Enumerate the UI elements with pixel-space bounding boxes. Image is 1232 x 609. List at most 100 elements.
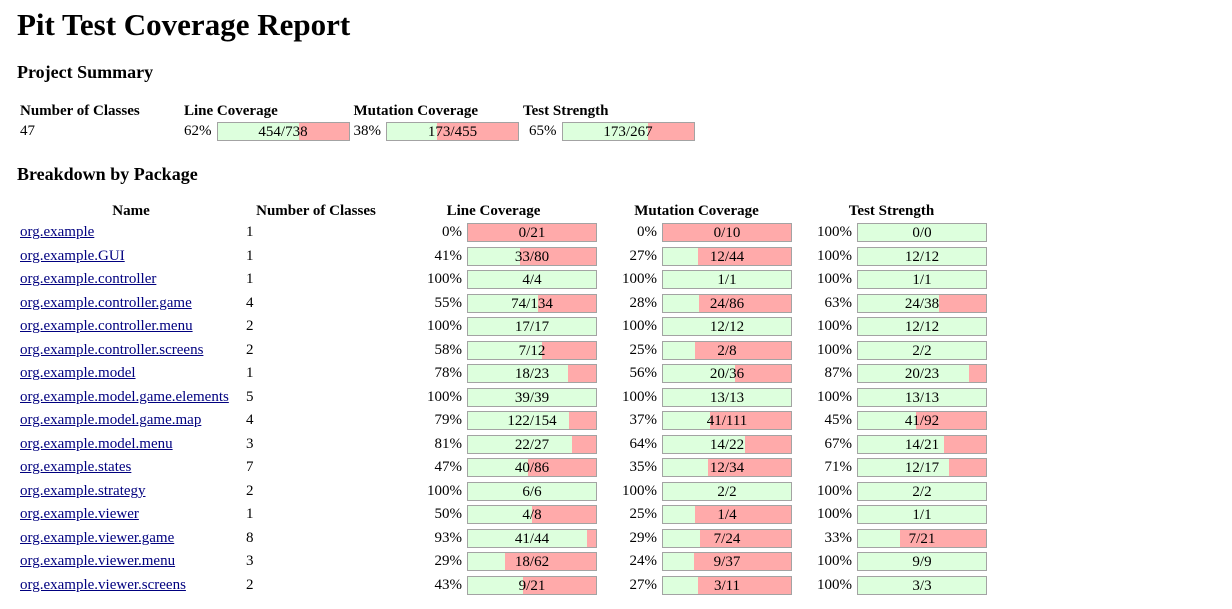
package-link[interactable]: org.example.viewer.menu: [20, 553, 176, 570]
package-classes-count: 7: [246, 459, 254, 476]
package-test-strength-ratio: 9/9: [912, 554, 932, 571]
package-mutation-coverage-bar-fill: [663, 529, 701, 547]
package-mutation-coverage-ratio: 12/12: [709, 319, 745, 336]
summary-line-ratio: 454/738: [258, 124, 308, 140]
package-test-strength-ratio: 2/2: [912, 342, 932, 359]
package-mutation-coverage-ratio: 1/1: [717, 272, 737, 289]
package-test-strength-bar-fill: [858, 506, 986, 524]
package-line-coverage-bar-cell: 39/39: [465, 386, 599, 410]
package-test-strength-percentage: 100%: [817, 506, 852, 523]
package-name-cell: org.example.GUI: [18, 245, 244, 269]
package-test-strength-ratio: 12/12: [904, 319, 940, 336]
package-test-strength-ratio: 13/13: [904, 389, 940, 406]
package-mutation-coverage-bar-cell: 3/11: [660, 574, 794, 598]
package-line-coverage-bar-cell: 6/6: [465, 480, 599, 504]
package-test-strength-ratio: 1/1: [912, 507, 932, 524]
package-mutation-coverage-bar: 7/24: [662, 528, 792, 548]
breakdown-header-test-strength: Test Strength: [848, 203, 935, 219]
summary-line-bar: 454/738: [216, 122, 350, 141]
package-mutation-coverage-ratio: 0/10: [713, 225, 741, 242]
package-test-strength-percentage: 100%: [817, 388, 852, 405]
package-mutation-coverage-bar-cell: 12/34: [660, 456, 794, 480]
summary-header-test-strength: Test Strength: [523, 103, 609, 119]
package-link[interactable]: org.example.GUI: [20, 247, 125, 264]
package-test-strength-bar-cell: 9/9: [855, 550, 989, 574]
package-row: org.example.model.menu 3 81% 22/27 64% 14/22 6…: [18, 433, 989, 457]
package-mutation-coverage-bar-fill: [663, 412, 711, 430]
package-line-coverage-bar: 4/8: [467, 505, 597, 525]
package-line-coverage-bar-fill: [468, 529, 588, 547]
package-mutation-coverage-bar-cell: 1/1: [660, 268, 794, 292]
package-row: org.example.controller.game 4 55% 74/134 28%…: [18, 292, 989, 316]
package-link[interactable]: org.example.model: [20, 365, 136, 382]
package-test-strength-bar-fill: [858, 482, 986, 500]
package-line-coverage-bar: 7/12: [467, 340, 597, 360]
package-line-coverage-percentage: 100%: [427, 388, 462, 405]
package-name-cell: org.example.viewer.game: [18, 527, 244, 551]
package-link[interactable]: org.example.controller.game: [20, 294, 192, 311]
package-line-coverage-bar-cell: 9/21: [465, 574, 599, 598]
package-link[interactable]: org.example.strategy: [20, 482, 146, 499]
package-mutation-coverage-bar-cell: 1/4: [660, 503, 794, 527]
package-link[interactable]: org.example.controller.menu: [20, 318, 193, 335]
package-test-strength-bar-cell: 0/0: [855, 221, 989, 245]
package-test-strength-bar-cell: 1/1: [855, 503, 989, 527]
package-link[interactable]: org.example.model.game.elements: [20, 388, 229, 405]
package-link[interactable]: org.example.controller: [20, 271, 157, 288]
breakdown-header-name: Name: [112, 203, 150, 219]
package-classes-count: 4: [246, 294, 254, 311]
package-line-coverage-ratio: 7/12: [518, 342, 546, 359]
package-test-strength-bar-fill: [858, 271, 986, 289]
package-line-coverage-bar: 9/21: [467, 575, 597, 595]
package-link[interactable]: org.example.viewer.game: [20, 529, 175, 546]
package-line-coverage-ratio: 0/21: [518, 225, 546, 242]
package-test-strength-bar: 12/12: [857, 246, 987, 266]
package-mutation-coverage-bar-cell: 41/111: [660, 409, 794, 433]
package-line-coverage-bar-fill: [468, 459, 529, 477]
package-test-strength-bar: 2/2: [857, 340, 987, 360]
package-link[interactable]: org.example.controller.screens: [20, 341, 204, 358]
package-mutation-coverage-percentage: 27%: [629, 247, 658, 264]
package-line-coverage-bar-cell: 18/23: [465, 362, 599, 386]
package-test-strength-bar-fill: [858, 341, 986, 359]
package-line-coverage-bar-cell: 17/17: [465, 315, 599, 339]
package-link[interactable]: org.example.model.menu: [20, 435, 173, 452]
package-mutation-coverage-bar-cell: 9/37: [660, 550, 794, 574]
package-mutation-coverage-percentage: 0%: [637, 224, 657, 241]
package-link[interactable]: org.example.viewer.screens: [20, 576, 186, 593]
package-test-strength-percentage: 87%: [824, 365, 853, 382]
package-line-coverage-bar: 0/21: [467, 223, 597, 243]
package-mutation-coverage-percentage: 100%: [622, 318, 657, 335]
package-test-strength-bar-fill: [858, 529, 901, 547]
package-mutation-coverage-bar-fill: [663, 388, 791, 406]
package-mutation-coverage-bar-cell: 20/36: [660, 362, 794, 386]
package-row: org.example.viewer.menu 3 29% 18/62 24% 9/37 1…: [18, 550, 989, 574]
package-test-strength-percentage: 100%: [817, 224, 852, 241]
package-link[interactable]: org.example.viewer: [20, 506, 139, 523]
package-mutation-coverage-ratio: 14/22: [709, 436, 745, 453]
package-link[interactable]: org.example.model.game.map: [20, 412, 202, 429]
page-title: Pit Test Coverage Report: [17, 7, 351, 42]
package-mutation-coverage-ratio: 24/86: [709, 295, 745, 312]
package-link[interactable]: org.example: [20, 224, 95, 241]
package-test-strength-ratio: 0/0: [912, 225, 932, 242]
summary-mutation-bar-cell: 173/455: [384, 121, 521, 142]
package-link[interactable]: org.example.states: [20, 459, 132, 476]
package-row: org.example.GUI 1 41% 33/80 27% 12/44 100% 12/1…: [18, 245, 989, 269]
package-line-coverage-bar-fill: [468, 435, 572, 453]
package-mutation-coverage-percentage: 37%: [629, 412, 658, 429]
package-mutation-coverage-percentage: 100%: [622, 482, 657, 499]
package-mutation-coverage-ratio: 13/13: [709, 389, 745, 406]
package-mutation-coverage-bar: 41/111: [662, 411, 792, 431]
package-mutation-coverage-bar: 13/13: [662, 387, 792, 407]
summary-strength-bar: 173/267: [561, 122, 695, 141]
package-test-strength-ratio: 41/92: [904, 413, 940, 430]
package-test-strength-bar-fill: [858, 459, 949, 477]
package-line-coverage-bar: 39/39: [467, 387, 597, 407]
package-test-strength-bar-fill: [858, 365, 970, 383]
package-line-coverage-ratio: 17/17: [514, 319, 550, 336]
package-line-coverage-ratio: 22/27: [514, 436, 550, 453]
package-line-coverage-bar: 17/17: [467, 317, 597, 337]
package-name-cell: org.example.model: [18, 362, 244, 386]
summary-line-bar-fill: [217, 123, 299, 140]
